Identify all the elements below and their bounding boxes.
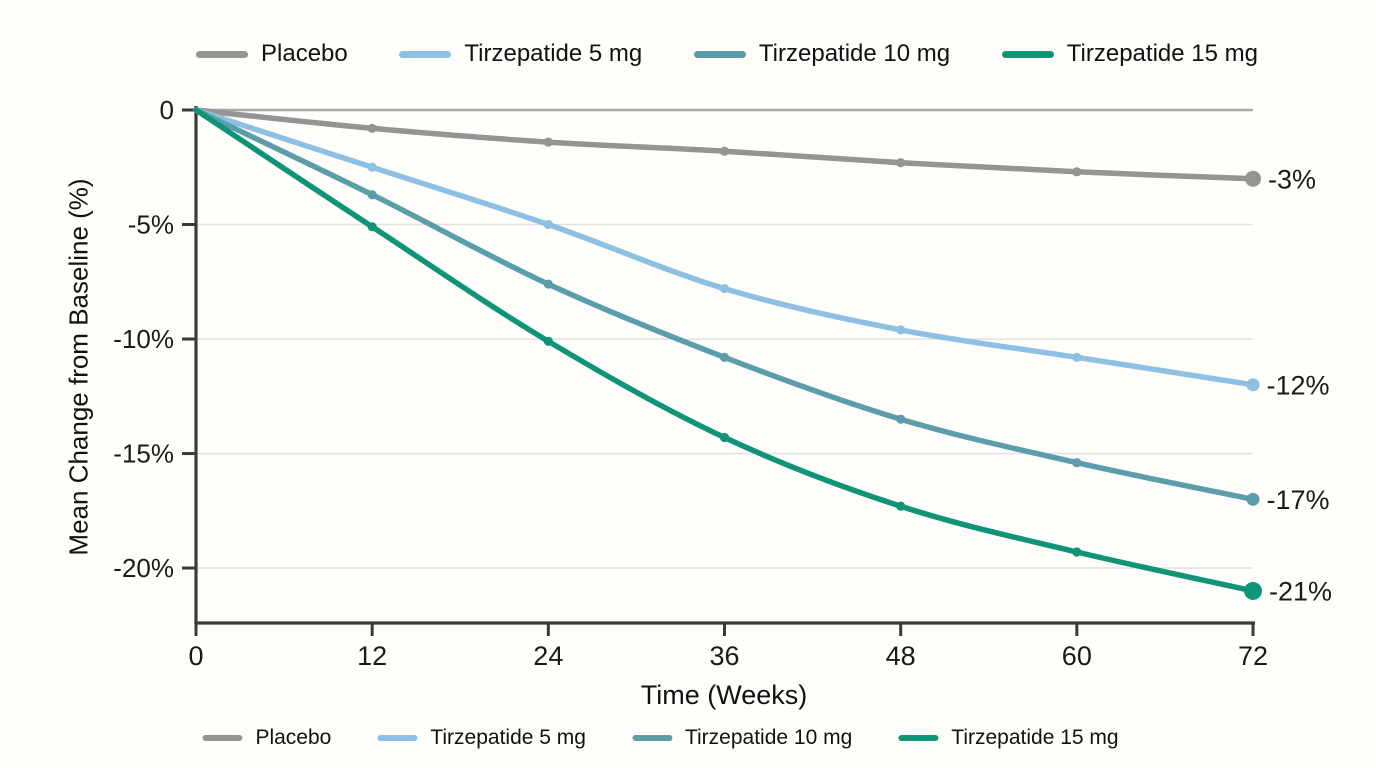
data-point-marker xyxy=(719,432,730,443)
data-point-marker xyxy=(543,137,553,147)
end-value-label-tirzepatide-5-mg: -12% xyxy=(1267,371,1330,401)
legend-swatch-tirzepatide-10-mg xyxy=(693,50,746,58)
data-point-marker xyxy=(719,284,730,294)
data-point-marker xyxy=(367,123,377,133)
legend-swatch-placebo xyxy=(196,50,248,58)
series-tirzepatide-10-mg: -17% xyxy=(193,107,1330,515)
data-point-marker xyxy=(1072,167,1082,177)
legend-label: Placebo xyxy=(261,40,348,67)
end-value-label-tirzepatide-10-mg: -17% xyxy=(1267,485,1330,515)
x-tick-label: 24 xyxy=(533,641,563,671)
x-tick-label: 12 xyxy=(357,641,387,671)
legend-label: Tirzepatide 5 mg xyxy=(464,40,643,67)
x-axis-title: Time (Weeks) xyxy=(640,680,808,710)
y-tick-label: -15% xyxy=(113,439,174,469)
legend-item-tirzepatide-15-mg: Tirzepatide 15 mg xyxy=(898,726,1119,750)
data-point-marker xyxy=(543,219,553,230)
x-tick-label: 72 xyxy=(1238,641,1268,671)
legend-top: Placebo Tirzepatide 5 mg Tirzepatide 10 mg… xyxy=(196,40,1258,68)
data-point-marker xyxy=(543,279,553,289)
data-point-marker xyxy=(543,336,553,346)
end-value-label-tirzepatide-15-mg: -21% xyxy=(1269,577,1332,607)
data-point-marker xyxy=(1072,352,1082,362)
legend-item-tirzepatide-5-mg: Tirzepatide 5 mg xyxy=(377,726,586,750)
series-line-placebo xyxy=(193,107,1256,182)
legend-item-tirzepatide-5-mg: Tirzepatide 5 mg xyxy=(399,40,642,68)
legend-label: Tirzepatide 15 mg xyxy=(951,726,1119,749)
legend-label: Tirzepatide 15 mg xyxy=(1066,40,1258,67)
legend-swatch-placebo xyxy=(202,735,243,741)
legend-item-tirzepatide-10-mg: Tirzepatide 10 mg xyxy=(631,726,853,750)
end-point-marker-placebo xyxy=(1245,170,1261,187)
data-point-marker xyxy=(367,222,377,232)
data-point-marker xyxy=(896,501,906,511)
data-point-marker xyxy=(367,190,377,200)
data-point-marker xyxy=(1072,547,1082,557)
end-point-marker-tirzepatide-15-mg xyxy=(1244,581,1262,600)
legend-swatch-tirzepatide-5-mg xyxy=(377,735,418,741)
legend-item-placebo: Placebo xyxy=(202,726,331,750)
legend-bottom: Placebo Tirzepatide 5 mg Tirzepatide 10 mg… xyxy=(202,726,1119,750)
legend-swatch-tirzepatide-15-mg xyxy=(898,735,939,741)
series-tirzepatide-15-mg: -21% xyxy=(193,107,1332,607)
y-tick-label: 0 xyxy=(160,95,174,125)
data-point-marker xyxy=(719,352,730,362)
data-point-marker xyxy=(367,162,377,172)
data-point-marker xyxy=(719,146,730,156)
legend-swatch-tirzepatide-5-mg xyxy=(399,50,452,58)
end-point-marker-tirzepatide-5-mg xyxy=(1246,378,1260,392)
x-tick-label: 0 xyxy=(188,641,203,671)
legend-label: Tirzepatide 5 mg xyxy=(430,726,586,749)
legend-item-placebo: Placebo xyxy=(196,40,348,68)
legend-label: Tirzepatide 10 mg xyxy=(758,40,951,67)
series-tirzepatide-5-mg: -12% xyxy=(193,107,1330,401)
legend-swatch-tirzepatide-10-mg xyxy=(631,735,672,741)
y-tick-label: -20% xyxy=(113,553,174,583)
end-point-marker-tirzepatide-10-mg xyxy=(1246,492,1260,506)
data-point-marker xyxy=(896,158,906,168)
legend-item-tirzepatide-10-mg: Tirzepatide 10 mg xyxy=(693,40,951,68)
x-tick-label: 60 xyxy=(1062,641,1092,671)
data-point-marker xyxy=(1072,458,1082,468)
x-tick-label: 48 xyxy=(886,641,916,671)
end-value-label-placebo: -3% xyxy=(1268,164,1316,194)
legend-label: Tirzepatide 10 mg xyxy=(684,726,853,749)
data-point-marker xyxy=(896,325,906,335)
legend-swatch-tirzepatide-15-mg xyxy=(1001,50,1054,58)
y-tick-label: -5% xyxy=(128,210,174,240)
series-placebo: -3% xyxy=(193,107,1316,194)
legend-item-tirzepatide-15-mg: Tirzepatide 15 mg xyxy=(1001,40,1258,68)
x-tick-label: 36 xyxy=(709,641,739,671)
y-tick-label: -10% xyxy=(113,324,174,354)
legend-label: Placebo xyxy=(255,726,332,749)
data-point-marker xyxy=(896,414,906,424)
series-line-tirzepatide-15-mg xyxy=(193,107,1256,594)
